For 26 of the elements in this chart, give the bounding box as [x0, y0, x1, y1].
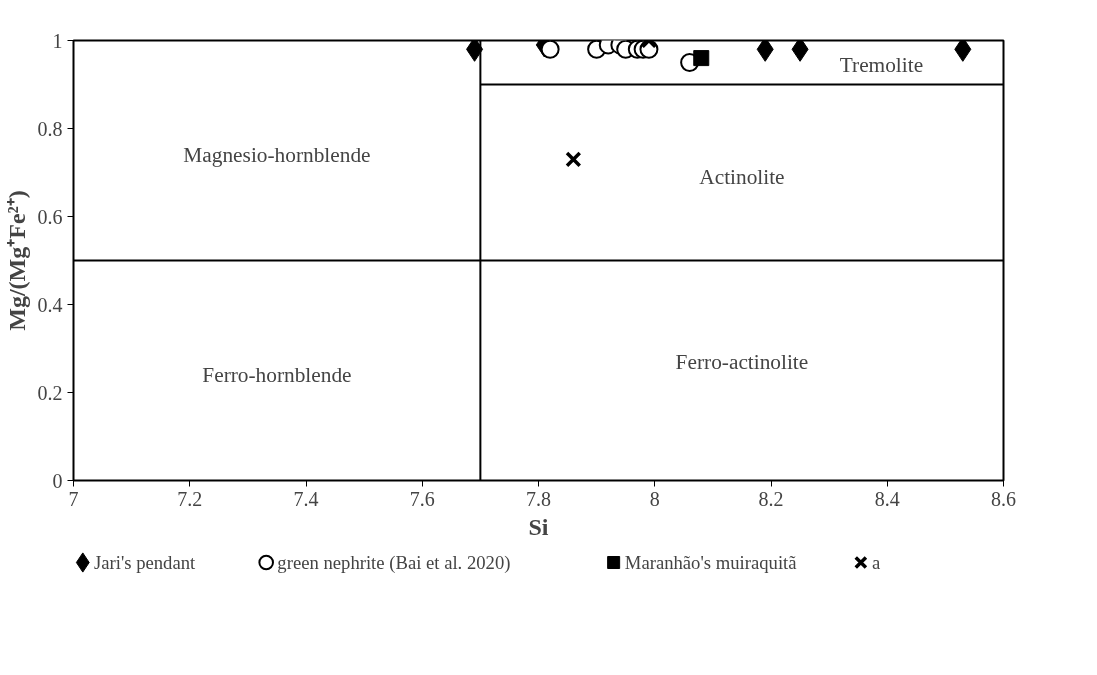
legend-label: Maranhão's muiraquitã [624, 552, 798, 573]
legend-label: green nephrite (Bai et al. 2020) [277, 552, 511, 574]
y-tick-label: 0.4 [37, 293, 63, 316]
annotation: Actinolite [699, 164, 785, 189]
x-tick-label: 8.6 [991, 487, 1016, 510]
annotation: Ferro-hornblende [202, 362, 352, 387]
legend-label: a [872, 552, 881, 573]
y-axis-title: Mg/(Mg⁺Fe²⁺) [3, 190, 30, 331]
x-tick-label: 7 [68, 487, 79, 510]
x-tick-label: 8.4 [874, 487, 900, 510]
x-tick-label: 7.2 [177, 487, 203, 510]
y-tick-label: 1 [52, 29, 63, 52]
y-tick-label: 0 [52, 469, 63, 492]
x-tick-label: 7.8 [526, 487, 551, 510]
annotation: Tremolite [839, 52, 924, 77]
x-tick-label: 7.4 [293, 487, 319, 510]
y-tick-label: 0.6 [37, 205, 63, 228]
x-tick-label: 7.6 [409, 487, 435, 510]
y-tick-label: 0.8 [37, 117, 63, 140]
x-tick-label: 8.2 [758, 487, 784, 510]
annotation: Ferro-actinolite [675, 349, 809, 374]
x-tick-label: 8 [649, 487, 660, 510]
legend-label: Jari's pendant [93, 552, 197, 573]
x-axis-title: Si [528, 513, 549, 540]
annotation: Magnesio-hornblende [183, 142, 371, 167]
y-tick-label: 0.2 [37, 381, 63, 404]
